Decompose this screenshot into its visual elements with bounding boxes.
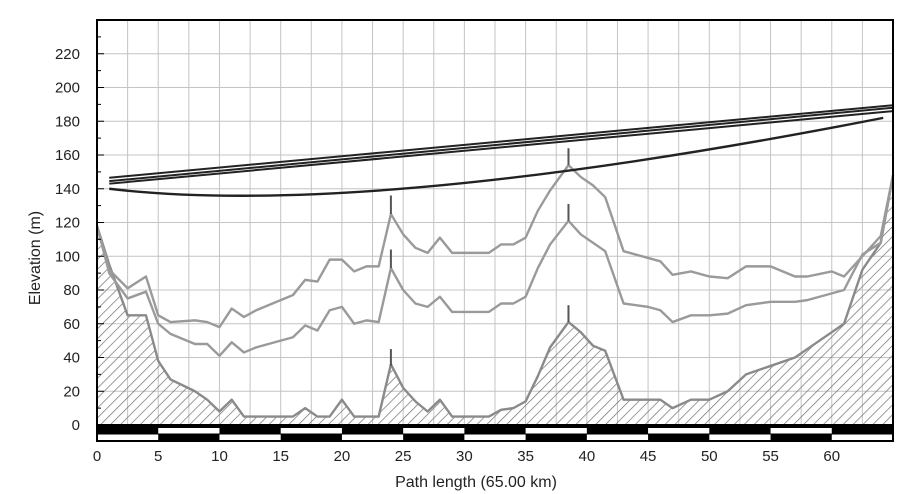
x-tick-label: 35 [517,448,534,465]
x-tick-label: 10 [211,448,228,465]
scale-bar-segment [97,427,159,434]
distance-scale-bar [96,426,894,442]
y-tick-label: 40 [63,350,80,367]
scale-bar-segment [219,427,281,434]
scale-bar-segment [770,434,832,441]
x-tick-label: 0 [93,448,101,465]
y-tick-label: 200 [55,80,80,97]
scale-bar-segment [403,434,465,441]
x-tick-label: 40 [579,448,596,465]
y-tick-label: 160 [55,147,80,164]
y-tick-label: 220 [55,46,80,63]
scale-bar-segment [648,434,710,441]
x-tick-label: 5 [154,448,162,465]
y-tick-label: 140 [55,181,80,198]
y-tick-label: 100 [55,248,80,265]
x-tick-label: 55 [762,448,779,465]
ray-line [109,104,894,179]
x-tick-label: 45 [640,448,657,465]
x-tick-label: 25 [395,448,412,465]
scale-bar-segment [464,427,526,434]
ray-line [109,110,894,185]
y-tick-label: 0 [72,417,80,434]
series-lines [95,104,895,418]
x-axis-label: Path length (65.00 km) [395,474,557,491]
x-tick-label: 30 [456,448,473,465]
x-tick-label: 20 [334,448,351,465]
x-tick-label: 15 [272,448,289,465]
x-tick-label: 60 [823,448,840,465]
scale-bar-segment [158,434,220,441]
y-tick-labels: 0 20 40 60 80 100 120 140 160 180 200 220 [55,46,80,434]
scale-bar-segment [341,427,404,434]
clearance-line [95,175,895,358]
scale-bar-segment [709,427,771,434]
terrain-line [95,175,895,418]
ray-line [109,106,894,183]
y-tick-label: 120 [55,215,80,232]
scale-bar-segment [586,427,649,434]
plot-frame [96,19,894,426]
x-tick-labels: 0 5 10 15 20 25 30 35 40 45 50 55 60 [93,448,840,465]
y-tick-label: 60 [63,316,80,333]
scale-bar-segment [280,434,342,441]
y-tick-label: 80 [63,282,80,299]
y-axis-label: Elevation (m) [27,211,44,305]
fresnel-lower-curve [109,116,884,197]
y-tick-label: 180 [55,113,80,130]
scale-bar-segment [831,427,893,434]
terrain-fill [97,175,893,425]
y-tick-label: 20 [63,383,80,400]
grid [96,20,894,425]
x-tick-label: 50 [701,448,718,465]
clearance-line [95,163,895,329]
terrain-area [97,175,893,425]
scale-bar-segment [525,434,587,441]
